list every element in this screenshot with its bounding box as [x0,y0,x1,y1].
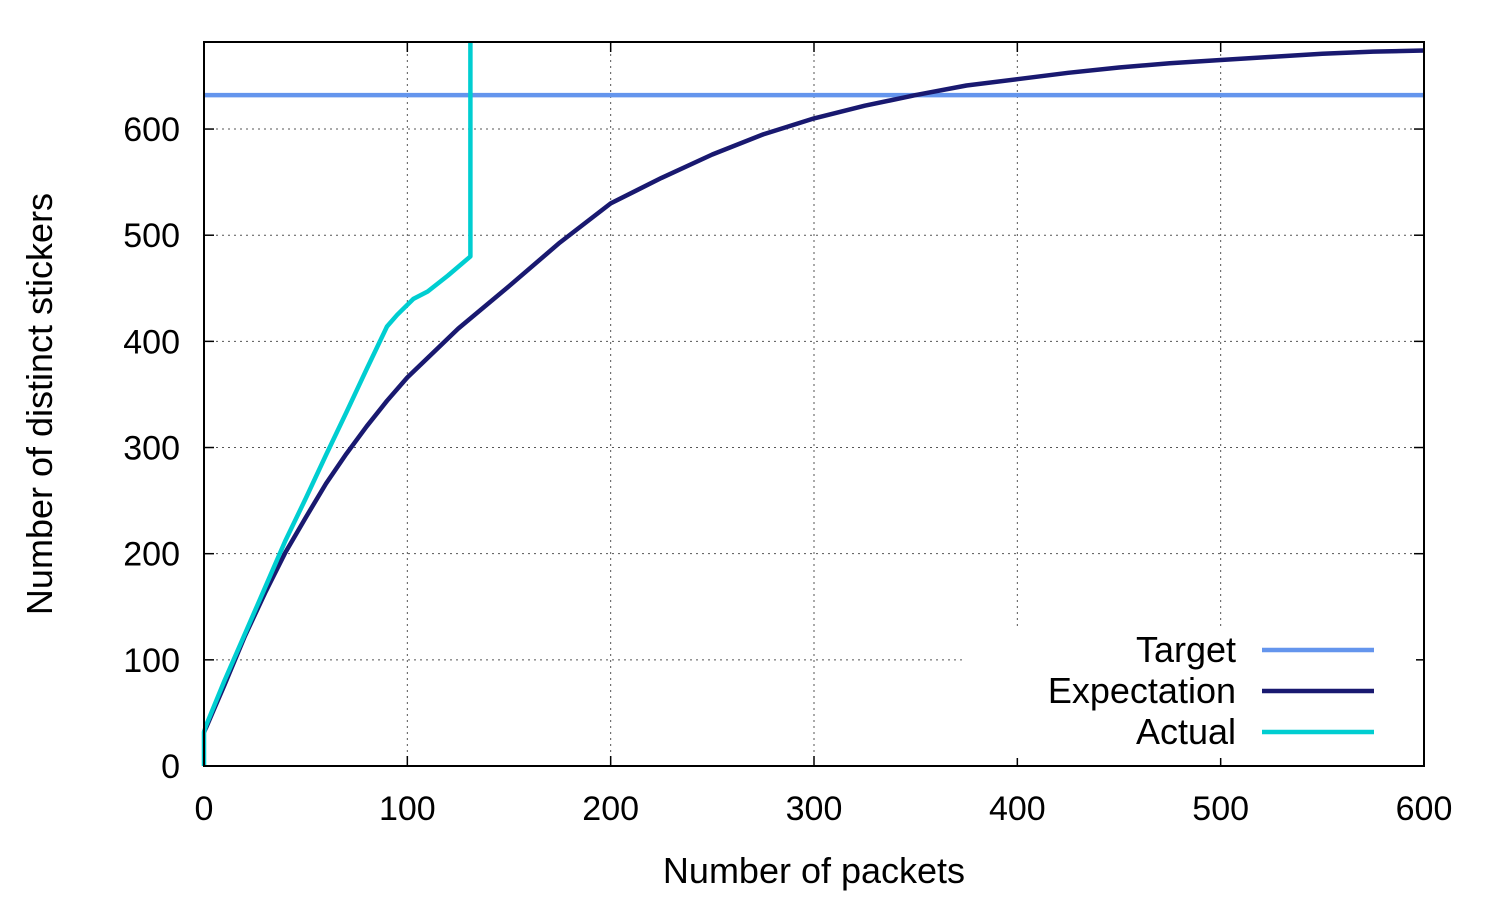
series-lines [201,42,1425,766]
x-tick-label: 300 [786,790,843,828]
x-tick-labels: 0 100 200 300 400 500 600 [195,790,1453,828]
x-tick-label: 500 [1192,790,1249,828]
legend-label-target: Target [1136,629,1236,670]
plot-frame [203,41,1425,767]
grid-lines [204,42,1424,766]
legend-label-actual: Actual [1136,711,1236,752]
y-tick-label: 200 [123,536,180,574]
series-line-actual [201,42,473,766]
x-axis-label: Number of packets [663,850,965,891]
x-tick-label: 100 [379,790,436,828]
y-tick-label: 0 [161,748,180,786]
x-tick-label: 400 [989,790,1046,828]
y-tick-label: 600 [123,111,180,149]
x-tick-label: 200 [582,790,639,828]
x-tick-label: 600 [1396,790,1453,828]
y-tick-label: 400 [123,323,180,361]
x-tick-label: 0 [195,790,214,828]
y-tick-label: 500 [123,217,180,255]
y-axis-label: Number of distinct stickers [19,193,60,615]
legend-label-expectation: Expectation [1048,670,1236,711]
y-tick-label: 100 [123,642,180,680]
series-line-expectation [201,48,1425,733]
y-tick-label: 300 [123,430,180,468]
y-tick-labels: 0 100 200 300 400 500 600 [123,111,180,786]
